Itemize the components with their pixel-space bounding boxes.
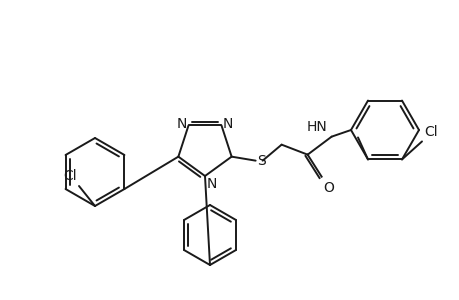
Text: HN: HN: [306, 120, 327, 134]
Text: N: N: [222, 117, 232, 131]
Text: N: N: [207, 177, 217, 191]
Text: N: N: [176, 117, 186, 131]
Text: O: O: [323, 181, 334, 195]
Text: Cl: Cl: [423, 125, 437, 140]
Text: S: S: [256, 154, 265, 168]
Text: Cl: Cl: [63, 169, 77, 183]
